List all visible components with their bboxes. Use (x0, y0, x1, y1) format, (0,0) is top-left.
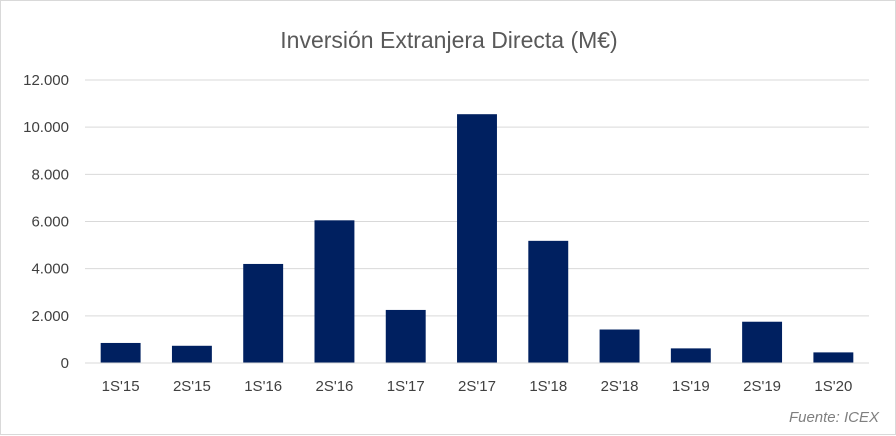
source-note: Fuente: ICEX (789, 409, 880, 426)
x-tick-label: 1S'20 (814, 378, 852, 395)
bar (314, 220, 355, 363)
x-tick-label: 1S'18 (529, 378, 567, 395)
y-tick-label: 10.000 (23, 119, 69, 136)
bar (528, 240, 569, 363)
x-tick-label: 1S'15 (102, 378, 140, 395)
bar (742, 321, 783, 363)
bar (385, 309, 426, 363)
x-tick-label: 2S'17 (458, 378, 496, 395)
y-axis-ticks: 0 2.000 4.000 6.000 8.000 10.000 12.000 (23, 72, 69, 372)
bar (100, 342, 141, 363)
y-tick-label: 12.000 (23, 72, 69, 89)
x-axis-ticks: 1S'15 2S'15 1S'16 2S'16 1S'17 2S'17 1S'18 2S'18… (102, 378, 853, 395)
chart-title: Inversión Extranjera Directa (M€) (280, 27, 617, 53)
bars (100, 114, 854, 363)
y-tick-label: 6.000 (31, 214, 69, 231)
x-tick-label: 2S'15 (173, 378, 211, 395)
x-tick-label: 1S'17 (387, 378, 425, 395)
x-tick-label: 2S'18 (601, 378, 639, 395)
bar (670, 348, 711, 363)
x-tick-label: 1S'16 (244, 378, 282, 395)
y-tick-label: 0 (61, 355, 69, 372)
bar (243, 263, 284, 363)
y-tick-label: 2.000 (31, 308, 69, 325)
x-tick-label: 2S'19 (743, 378, 781, 395)
x-tick-label: 2S'16 (316, 378, 354, 395)
y-tick-label: 8.000 (31, 166, 69, 183)
bar (599, 329, 640, 363)
x-tick-label: 1S'19 (672, 378, 710, 395)
bar (813, 352, 854, 363)
y-tick-label: 4.000 (31, 261, 69, 278)
bar (171, 345, 212, 363)
bar (457, 114, 497, 363)
